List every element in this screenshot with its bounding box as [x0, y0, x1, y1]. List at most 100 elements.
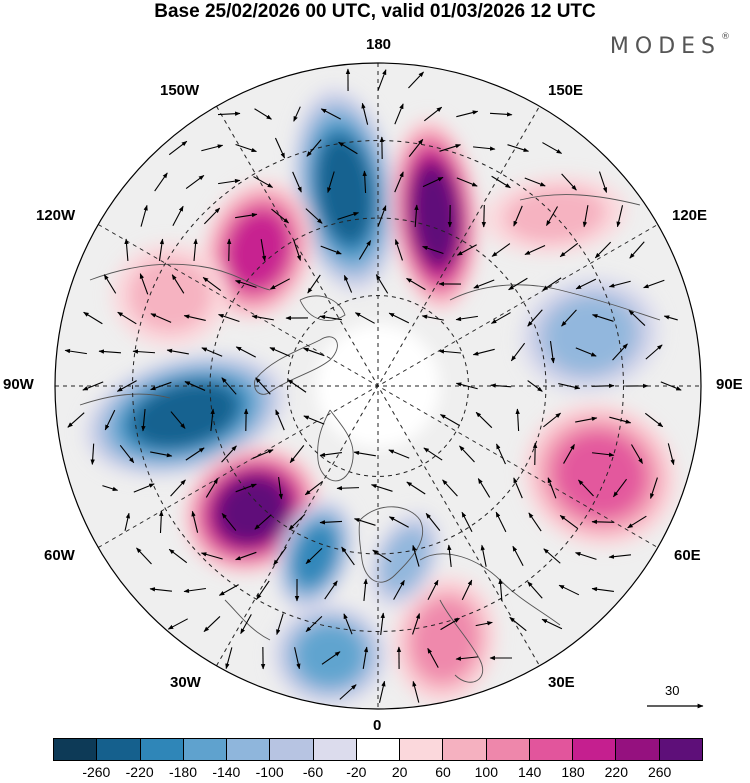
wind-vector [304, 480, 324, 496]
colorbar-segment [659, 739, 702, 760]
lon-label-120e: 120E [672, 207, 708, 224]
wind-vector [427, 647, 439, 668]
lon-label-180: 180 [366, 36, 392, 53]
colorbar-segment [356, 739, 401, 760]
wind-vector [140, 204, 148, 227]
wind-vector [472, 348, 495, 356]
wind-vector [183, 314, 206, 321]
wind-vector [166, 348, 189, 355]
wind-vector [337, 212, 359, 220]
wind-vector [455, 382, 478, 390]
map-title: Base 25/02/2026 00 UTC, valid 01/03/2026… [154, 1, 596, 22]
wind-vector [221, 513, 237, 531]
colorbar-tick-label: 260 [647, 764, 672, 780]
wind-vector [377, 69, 387, 91]
anomaly-shape-high-north-canada [128, 258, 212, 332]
wind-vector [170, 411, 186, 429]
wind-vector [527, 380, 543, 392]
wind-vector [442, 479, 458, 497]
wind-vector [408, 71, 424, 89]
brand-mark: ® [721, 32, 730, 42]
colorbar-tick-label: 140 [517, 764, 542, 780]
wind-vector [168, 548, 188, 564]
wind-vector [459, 445, 475, 463]
wind-vector [353, 518, 376, 526]
wind-vector [591, 383, 615, 389]
wind-vector [582, 205, 589, 228]
wind-vector [631, 444, 643, 464]
wind-vector [193, 238, 198, 262]
wind-vector [510, 342, 526, 362]
wind-vector [275, 409, 285, 431]
wind-vector [575, 416, 598, 423]
wind-vector [119, 444, 135, 464]
colorbar-tick-label: -260 [82, 764, 111, 780]
wind-vector [408, 138, 424, 157]
wind-vector [167, 618, 188, 630]
wind-vector [171, 274, 185, 294]
coastline [358, 506, 424, 583]
colorbar-segment [97, 739, 141, 760]
lon-label-60e: 60E [674, 547, 701, 564]
wind-vector [67, 412, 85, 428]
wind-vector [303, 347, 325, 357]
wind-vector [473, 279, 495, 289]
wind-vector [305, 547, 323, 565]
wind-vector [421, 314, 444, 321]
coastline [224, 599, 271, 641]
colorbar-tick-label: -220 [125, 764, 154, 780]
wind-vector [306, 139, 322, 157]
wind-vector [90, 443, 95, 465]
wind-vector [343, 613, 353, 635]
wind-vector [256, 580, 270, 600]
wind-vector [380, 612, 385, 635]
wind-vector [358, 240, 372, 260]
wind-vector [644, 412, 664, 428]
wind-vector [136, 547, 152, 565]
lon-label-150w: 150W [160, 82, 200, 99]
colorbar-tick-label: -140 [212, 764, 241, 780]
wind-vector [394, 103, 404, 125]
wind-vector [260, 239, 267, 262]
wind-vector [406, 481, 426, 495]
wind-vector [218, 314, 240, 322]
wind-vector [509, 616, 527, 632]
vector-scale-label: 30 [665, 683, 680, 698]
wind-vector [221, 445, 237, 463]
wind-vector [254, 108, 272, 120]
wind-vector [456, 244, 477, 256]
wind-vector [183, 587, 206, 594]
wind-vector [235, 483, 257, 493]
wind-vector [363, 578, 368, 602]
wind-vector [354, 312, 375, 324]
wind-vector [388, 312, 410, 324]
wind-vector [393, 579, 405, 600]
wind-vector [481, 204, 487, 228]
colorbar-tick-label: 180 [561, 764, 585, 780]
wind-vector [559, 242, 579, 258]
wind-vector [141, 408, 146, 432]
wind-vector [563, 443, 575, 464]
wind-vector [124, 238, 129, 262]
wind-vector [558, 383, 581, 390]
wind-vector [172, 205, 184, 226]
graticule [55, 63, 701, 709]
wind-vector [253, 176, 274, 188]
wind-vector [251, 314, 274, 321]
anomaly-shape-low-canada [132, 382, 238, 448]
wind-vector [456, 177, 478, 187]
wind-vector [561, 309, 577, 327]
wind-vector [543, 548, 561, 564]
wind-vector [542, 142, 563, 154]
wind-vector [159, 510, 164, 534]
lon-label-30e: 30E [548, 674, 575, 691]
wind-vector [575, 278, 597, 290]
colorbar-segment [270, 739, 314, 760]
wind-vector [477, 478, 491, 498]
wind-vector [370, 484, 393, 492]
anomaly-field [83, 86, 678, 707]
colorbar-segment [400, 739, 444, 760]
lon-label-90e: 90E [716, 376, 743, 393]
wind-vectors [64, 68, 682, 703]
wind-vector [221, 377, 237, 395]
